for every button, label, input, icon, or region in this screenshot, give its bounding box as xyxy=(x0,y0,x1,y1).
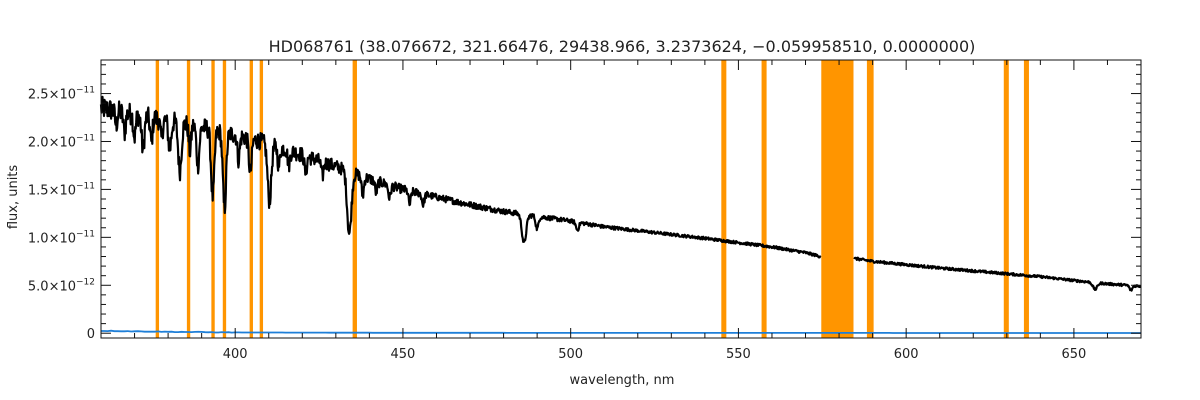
masked-band xyxy=(352,60,357,338)
plot-area xyxy=(99,59,1142,339)
masked-band xyxy=(1023,60,1029,338)
masked-band xyxy=(721,60,727,338)
y-tick-label: 1.0×10−11 xyxy=(28,229,95,246)
masked-band xyxy=(259,60,264,338)
y-axis: 0 5.0×10−12 1.0×10−11 1.5×10−11 2.0×10−11 2.5… xyxy=(28,64,1141,342)
y-tick-label: 2.5×10−11 xyxy=(28,86,95,103)
y-tick-label: 1.5×10−11 xyxy=(28,181,95,198)
x-tick-label: 500 xyxy=(558,347,583,362)
y-tick-label: 2.0×10−11 xyxy=(28,133,95,150)
masked-band xyxy=(866,60,874,338)
masked-band xyxy=(1003,60,1009,338)
masked-band xyxy=(821,60,854,338)
masked-band xyxy=(249,60,253,338)
x-tick-label: 400 xyxy=(223,347,248,362)
x-tick-label: 650 xyxy=(1061,347,1086,362)
x-axis: 400 450 500 550 600 650 xyxy=(134,60,1108,362)
plot-frame xyxy=(100,59,1142,339)
x-axis-label: wavelength, nm xyxy=(570,373,675,388)
y-axis-label: flux, units xyxy=(6,165,21,230)
flux-line xyxy=(99,95,1142,292)
masked-regions xyxy=(155,60,1029,338)
x-tick-label: 550 xyxy=(726,347,751,362)
chart-title: HD068761 (38.076672, 321.66476, 29438.96… xyxy=(269,37,976,56)
y-tick-label: 5.0×10−12 xyxy=(28,277,95,294)
masked-band xyxy=(761,60,767,338)
x-tick-label: 450 xyxy=(391,347,416,362)
x-tick-label: 600 xyxy=(894,347,919,362)
masked-band xyxy=(186,60,191,338)
error-line xyxy=(101,329,1141,334)
y-tick-label: 0 xyxy=(87,327,95,342)
masked-band xyxy=(155,60,160,338)
